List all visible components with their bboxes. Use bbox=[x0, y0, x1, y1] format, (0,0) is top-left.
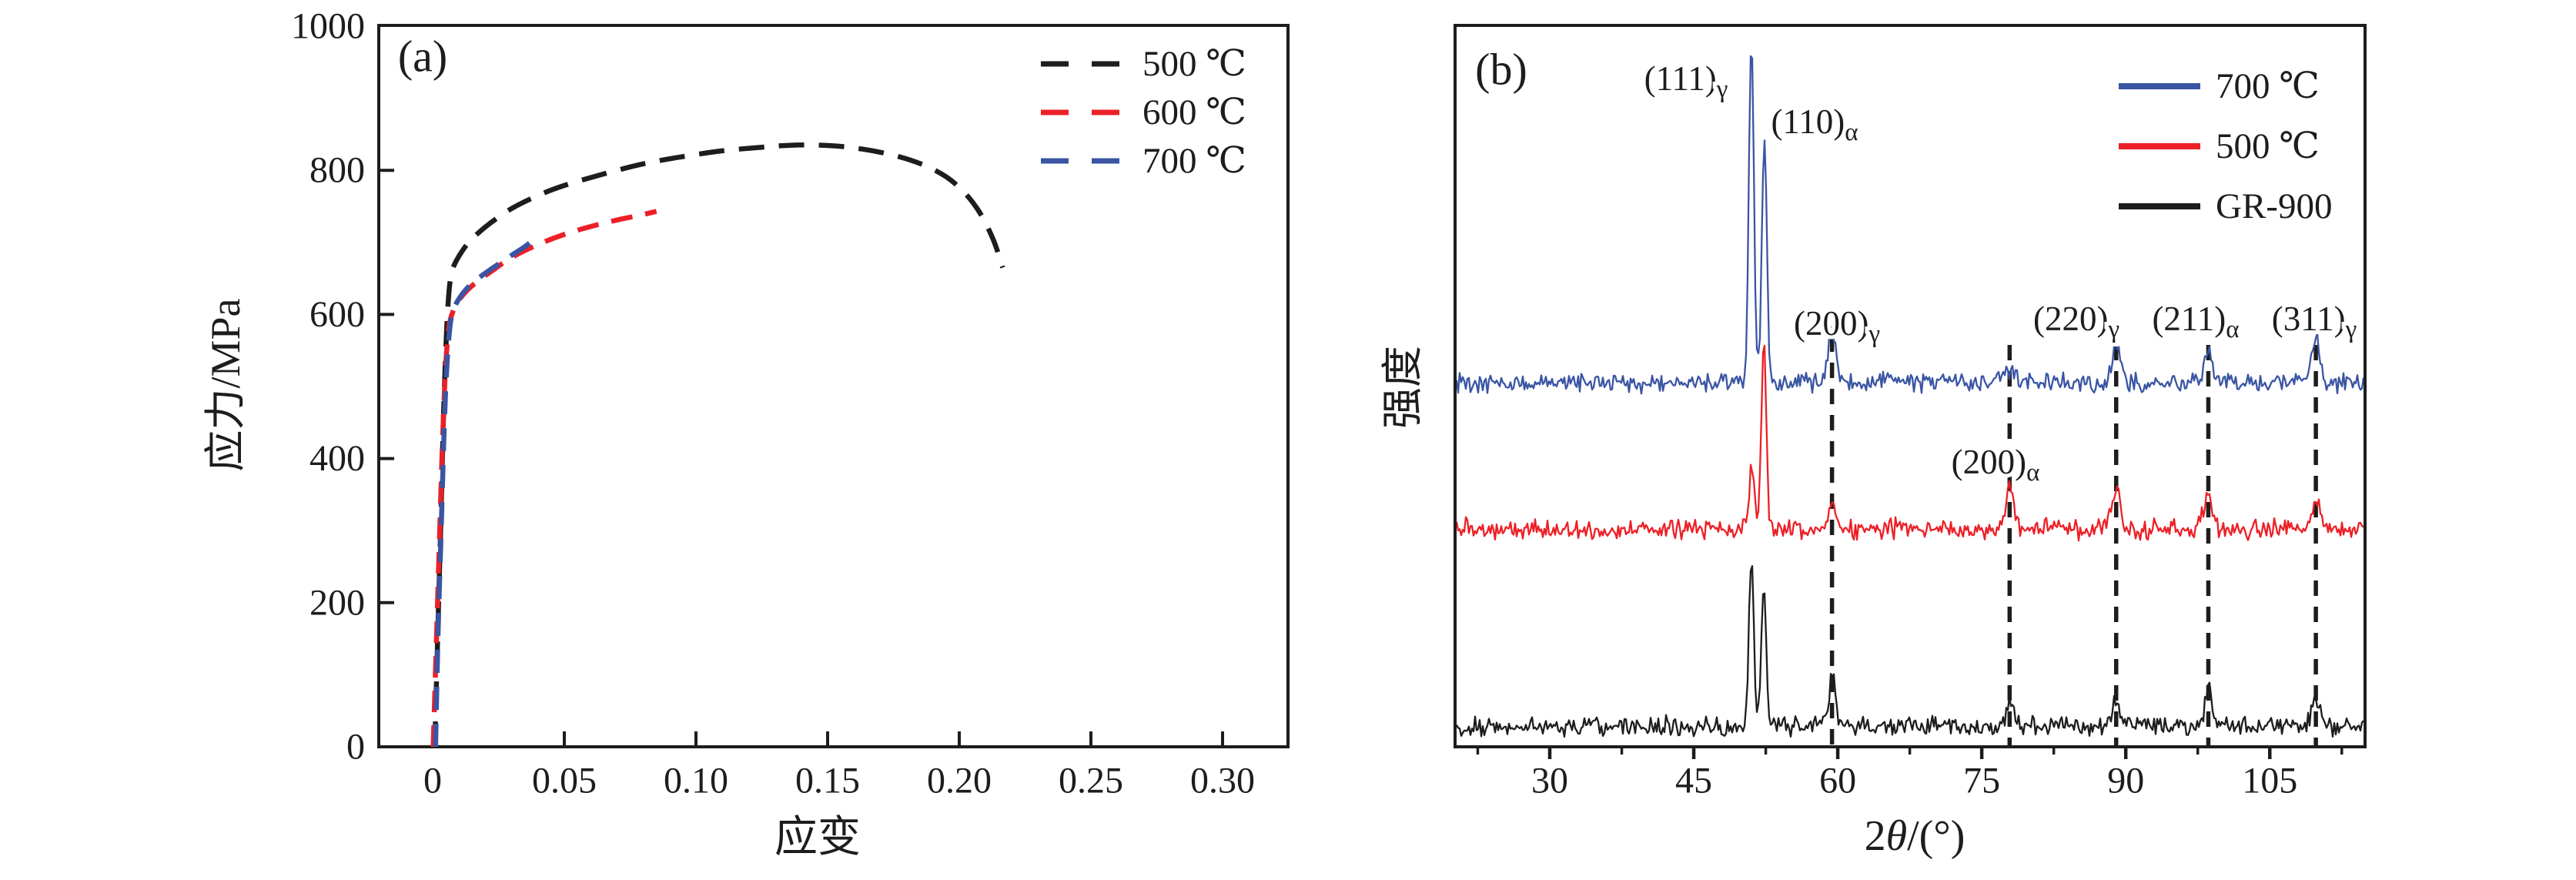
panel-b-xrd-chart: 30 45 60 75 90 105 2θ/(°) 强度 (b) (111)γ (110)α (200… bbox=[1380, 24, 2367, 860]
xrd-trace-GR-900 bbox=[1455, 565, 2364, 738]
panel-b-x-axis-title: 2θ/(°) bbox=[1865, 812, 1965, 860]
stress-strain-curve-700℃ bbox=[433, 237, 536, 748]
xrd-peak-label-(110)α: (110)α bbox=[1771, 102, 1858, 146]
panel-b-x-tick-label: 75 bbox=[1963, 761, 2000, 801]
panel-a-y-tick-label: 0 bbox=[346, 727, 365, 768]
panel-b-x-tick-label: 30 bbox=[1531, 761, 1568, 801]
panel-a-legend-label: 600 ℃ bbox=[1142, 92, 1246, 132]
xrd-peak-label-(200)α: (200)α bbox=[1952, 443, 2040, 487]
panel-a-stress-strain-chart: 0 0.05 0.10 0.15 0.20 0.25 0.30 0 200 400 600 800 10… bbox=[202, 6, 1290, 862]
panel-b-x-tick-label: 45 bbox=[1675, 761, 1712, 801]
panel-a-y-tick-label: 1000 bbox=[291, 6, 365, 47]
panel-b-legend-label: GR-900 bbox=[2216, 186, 2332, 226]
panel-a-x-tick-label: 0.20 bbox=[927, 761, 992, 801]
panel-b-frame bbox=[1454, 24, 2367, 748]
panel-a-frame bbox=[377, 24, 1290, 748]
xrd-peak-label-(211)α: (211)α bbox=[2152, 299, 2239, 343]
panel-a-y-tick-label: 400 bbox=[309, 438, 365, 479]
xrd-peak-label-(220)γ: (220)γ bbox=[2033, 299, 2119, 343]
panel-a-x-tick-label: 0.05 bbox=[532, 761, 597, 801]
panel-a-x-tick-label: 0.15 bbox=[795, 761, 860, 801]
xrd-peak-label-(311)γ: (311)γ bbox=[2272, 299, 2357, 343]
panel-b-x-tick-label: 60 bbox=[1819, 761, 1856, 801]
panel-b-legend-label: 500 ℃ bbox=[2216, 126, 2320, 166]
xrd-trace-700℃ bbox=[1455, 55, 2365, 395]
panel-a-y-tick-label: 800 bbox=[309, 150, 365, 191]
panel-b-x-tick-label: 90 bbox=[2107, 761, 2144, 801]
panel-a-label: (a) bbox=[398, 32, 447, 82]
panel-a-x-tick-label: 0.10 bbox=[664, 761, 728, 801]
panel-a-legend-label: 500 ℃ bbox=[1142, 44, 1246, 84]
panel-b-x-tick-label: 105 bbox=[2242, 761, 2297, 801]
panel-a-y-tick-label: 600 bbox=[309, 294, 365, 335]
stress-strain-curve-500℃ bbox=[432, 142, 1005, 748]
xrd-trace-500℃ bbox=[1455, 344, 2364, 542]
xrd-peak-label-(200)γ: (200)γ bbox=[1794, 304, 1880, 348]
xrd-peak-label-(111)γ: (111)γ bbox=[1644, 59, 1728, 103]
panel-a-legend-label: 700 ℃ bbox=[1142, 141, 1246, 181]
panel-a-x-tick-label: 0 bbox=[423, 761, 442, 801]
panel-a-y-axis-title: 应力/MPa bbox=[202, 298, 249, 471]
panel-a-y-tick-label: 200 bbox=[309, 582, 365, 623]
panel-b-label: (b) bbox=[1475, 45, 1527, 95]
panel-a-x-tick-label: 0.25 bbox=[1059, 761, 1123, 801]
panel-b-legend-label: 700 ℃ bbox=[2216, 66, 2320, 106]
panel-a-x-tick-label: 0.30 bbox=[1190, 761, 1255, 801]
panel-b-y-axis-title: 强度 bbox=[1380, 346, 1426, 429]
panel-a-x-axis-title: 应变 bbox=[774, 814, 861, 862]
